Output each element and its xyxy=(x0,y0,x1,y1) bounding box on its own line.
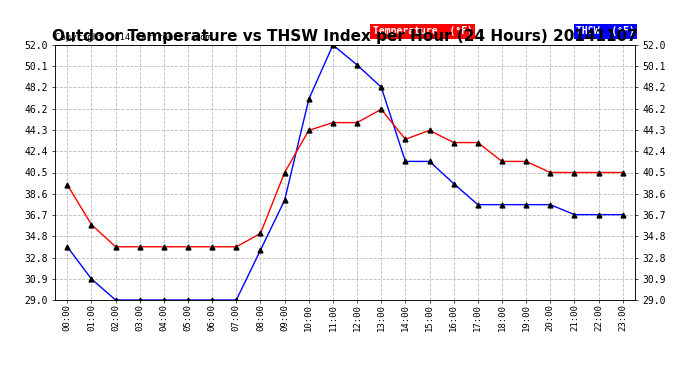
Text: THSW  (°F): THSW (°F) xyxy=(576,26,635,36)
Title: Outdoor Temperature vs THSW Index per Hour (24 Hours) 20141107: Outdoor Temperature vs THSW Index per Ho… xyxy=(52,29,638,44)
Text: Temperature  (°F): Temperature (°F) xyxy=(373,26,473,36)
Text: Copyright 2014 Cartronics.com: Copyright 2014 Cartronics.com xyxy=(55,33,211,42)
